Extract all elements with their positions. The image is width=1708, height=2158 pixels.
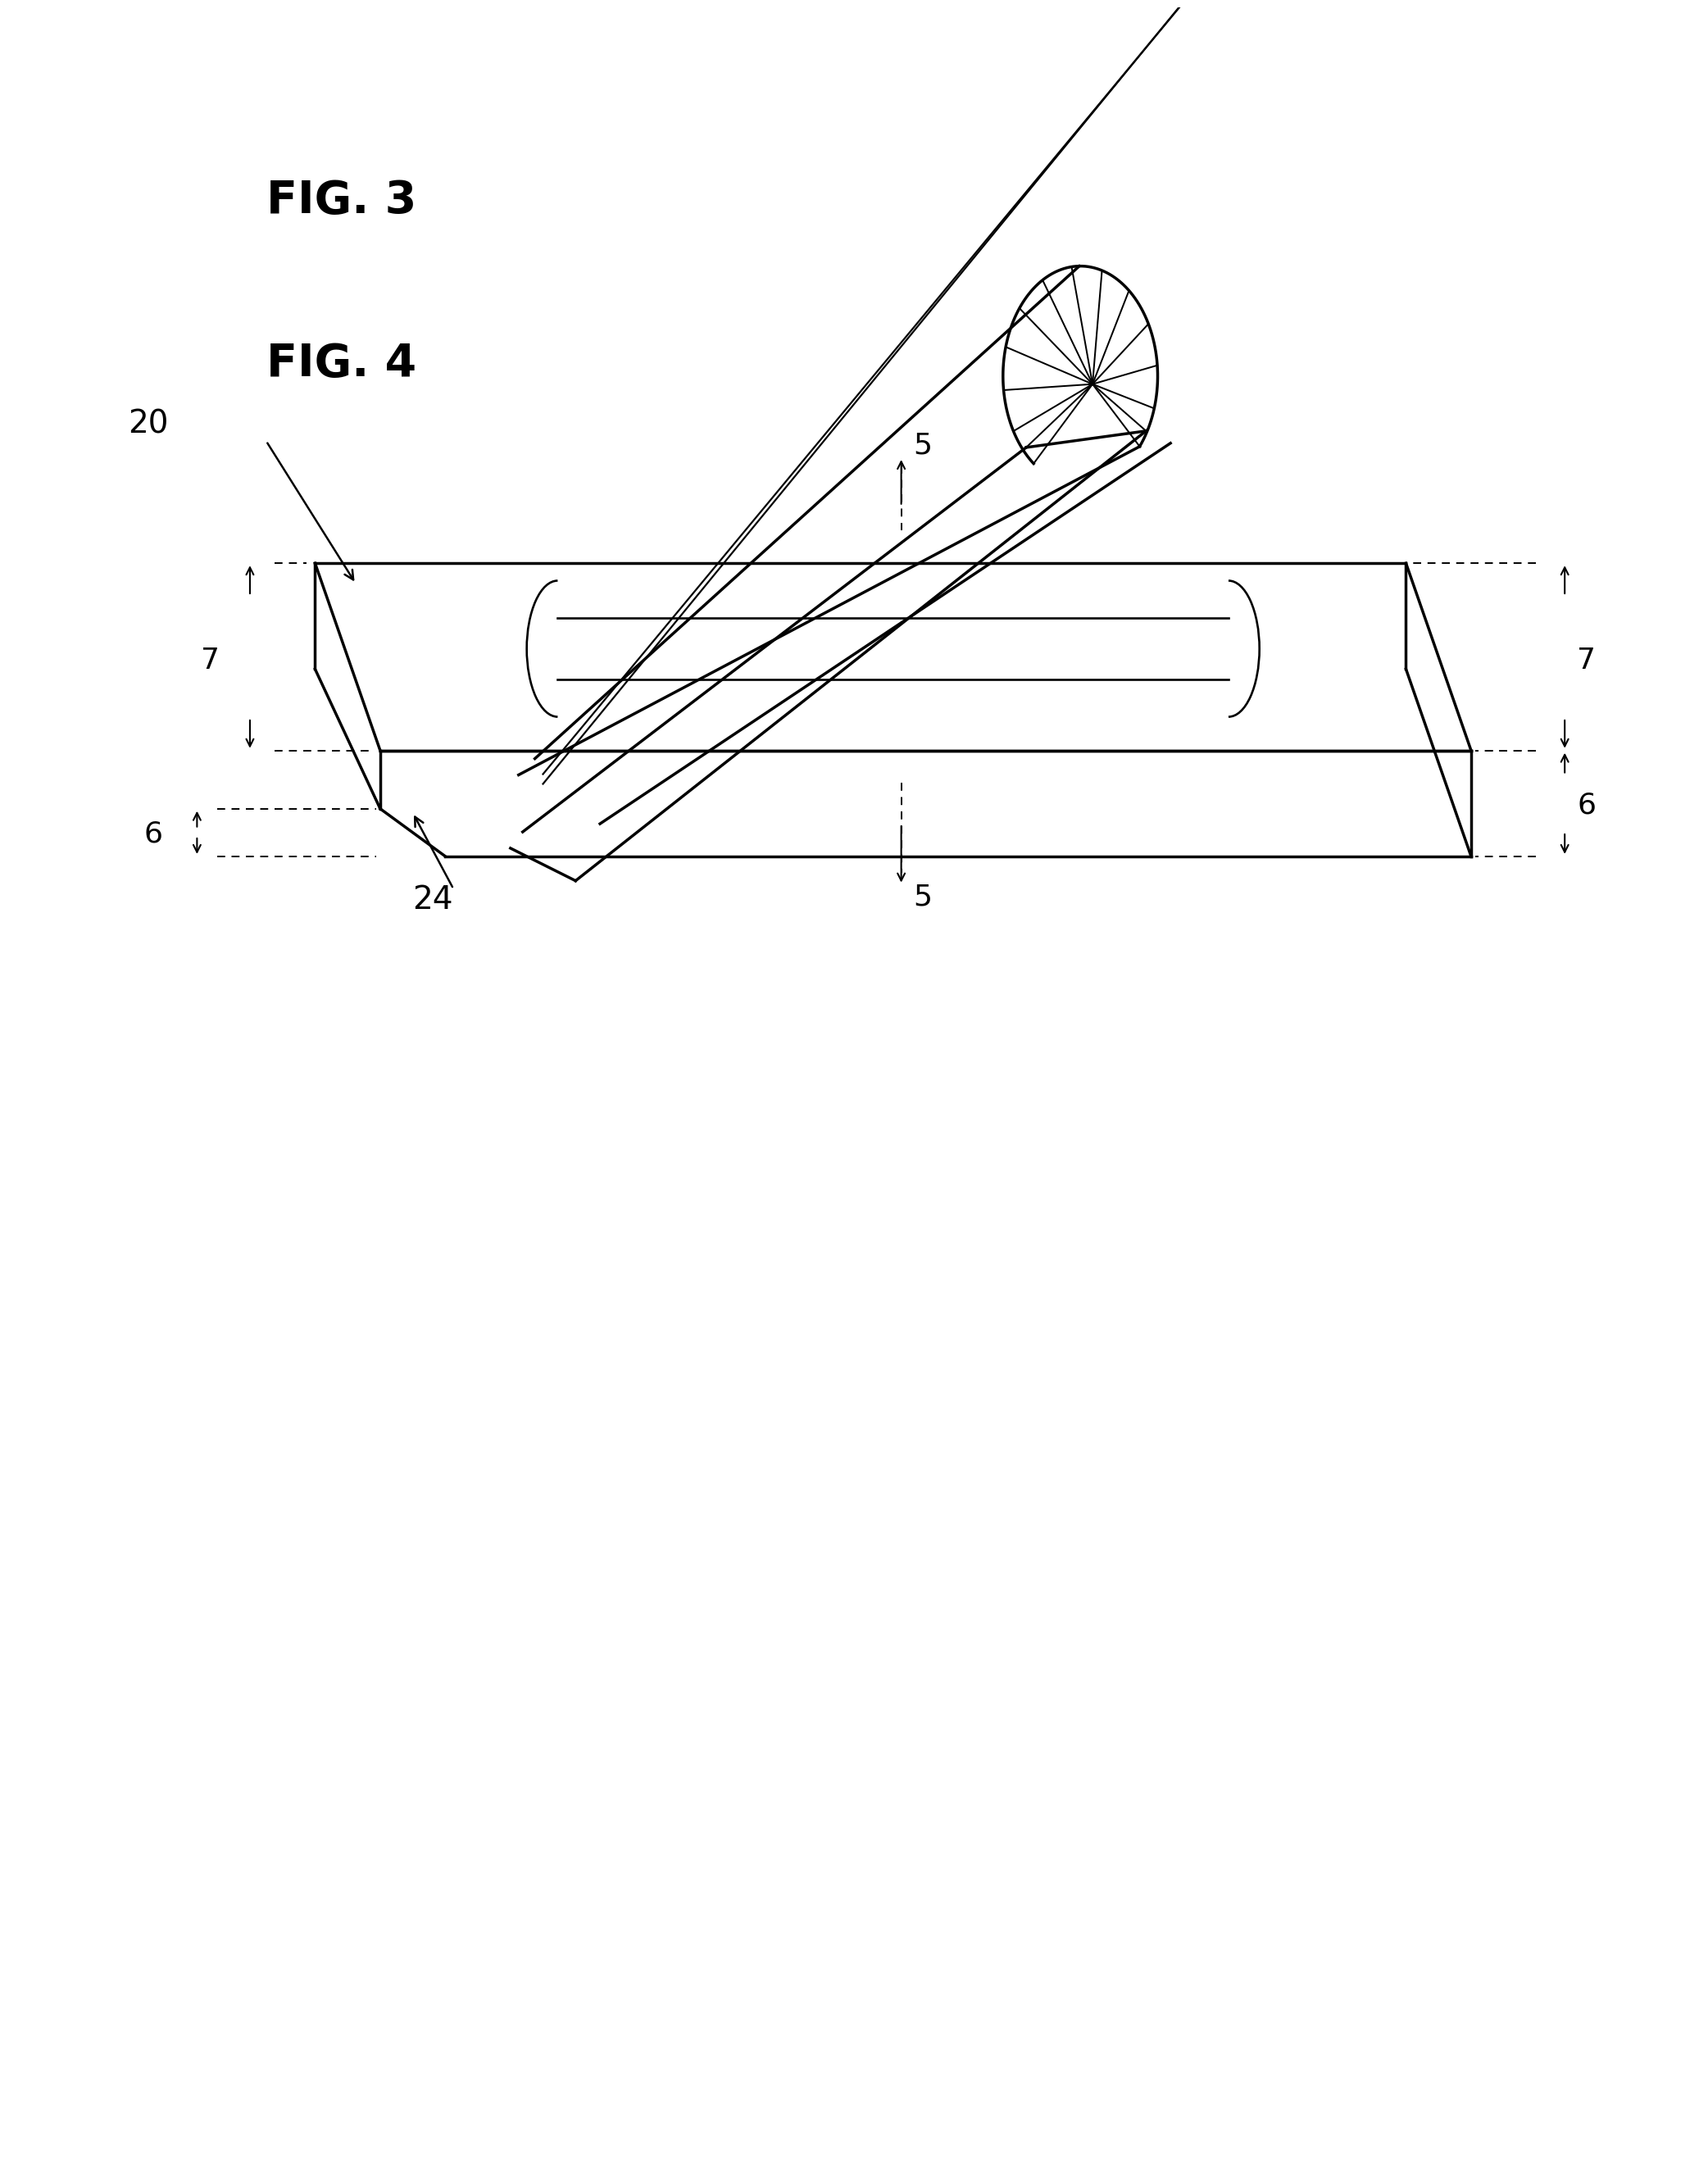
Text: 7: 7 <box>1576 647 1595 675</box>
Text: FIG. 4: FIG. 4 <box>266 341 417 386</box>
Text: 24: 24 <box>413 885 453 915</box>
Text: 20: 20 <box>128 408 169 440</box>
Text: 7: 7 <box>202 647 220 675</box>
Text: 6: 6 <box>143 820 162 848</box>
Text: 6: 6 <box>1576 792 1595 818</box>
Text: 5: 5 <box>914 883 933 911</box>
Text: 5: 5 <box>914 432 933 460</box>
Text: FIG. 3: FIG. 3 <box>266 179 417 222</box>
